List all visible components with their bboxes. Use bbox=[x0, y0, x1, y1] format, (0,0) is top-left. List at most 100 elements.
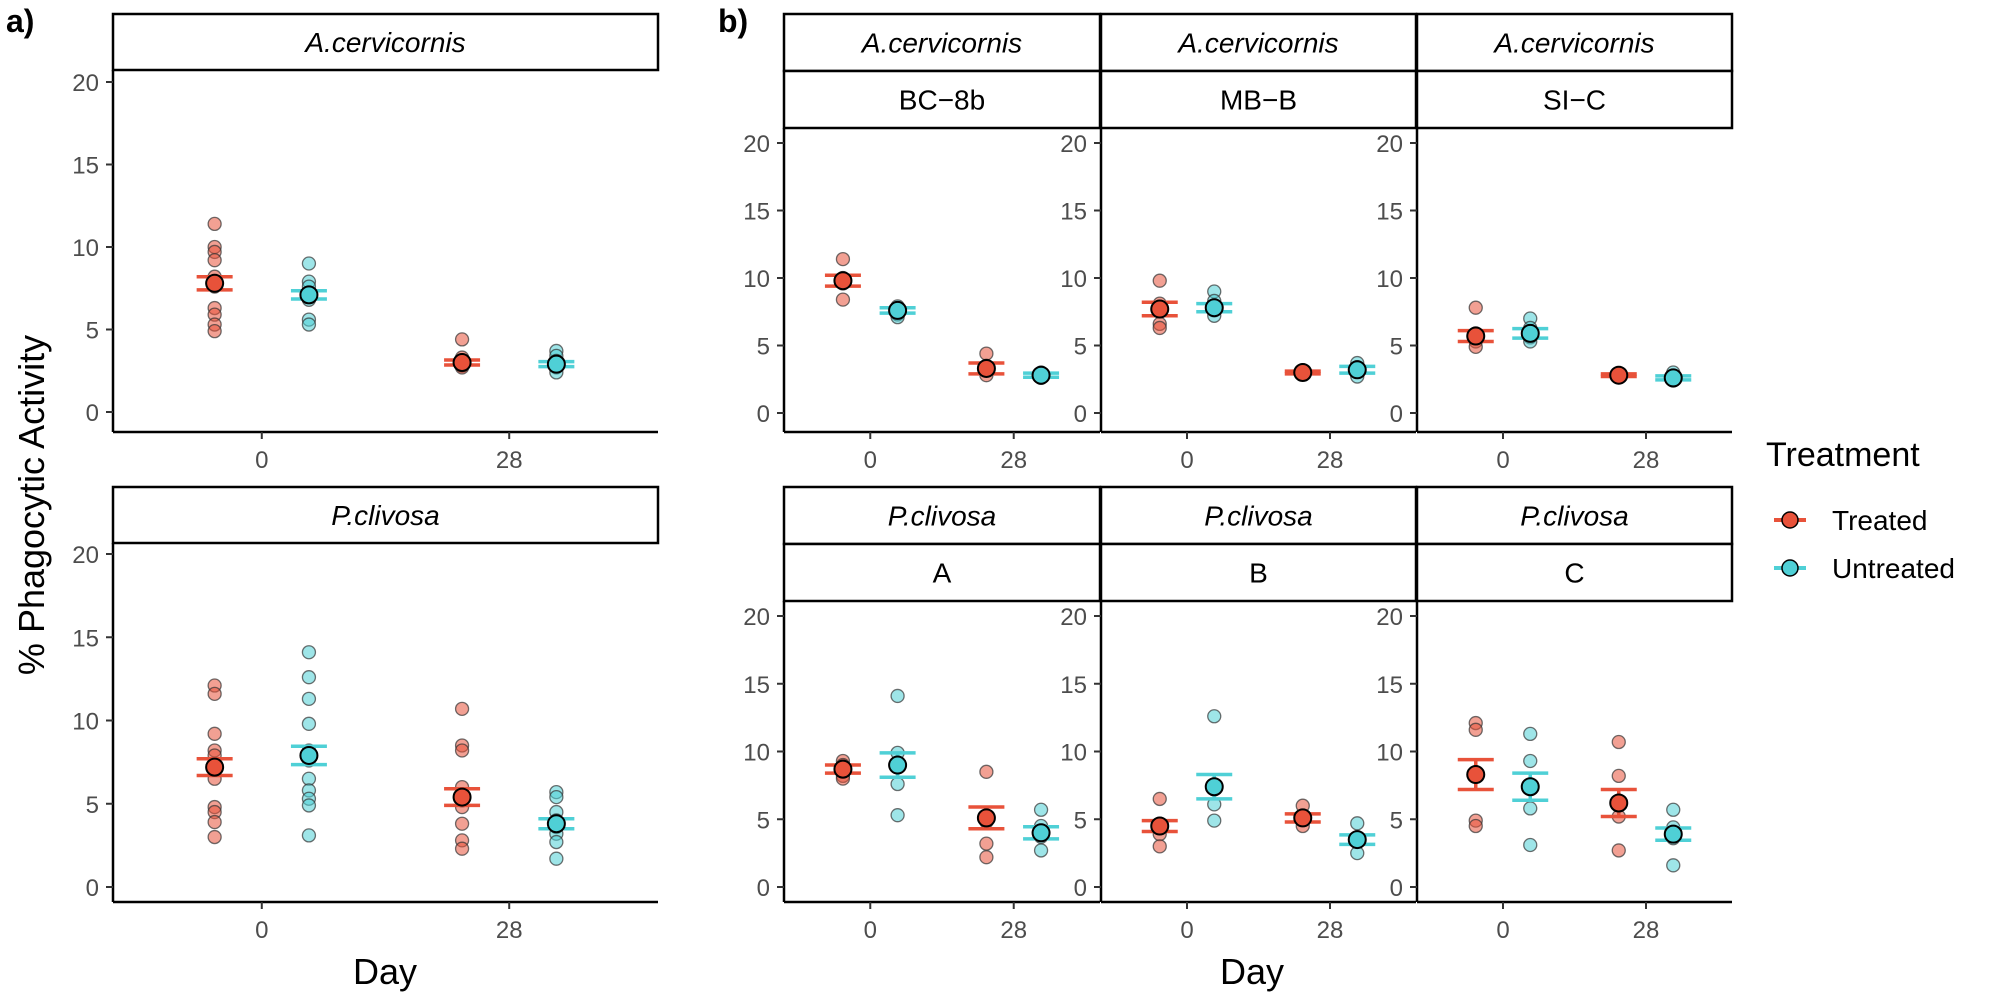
y-tick-label: 5 bbox=[1074, 807, 1087, 834]
mean-point-treated-day0 bbox=[833, 271, 853, 291]
data-point-treated-day0 bbox=[835, 251, 851, 267]
data-point-treated-day28 bbox=[454, 743, 470, 758]
facet-b-4: P.clivosa B 0 5 10 15 20 0 28 bbox=[1060, 485, 1418, 944]
strip-label: SI−C bbox=[1543, 85, 1606, 116]
y-tick-label: 15 bbox=[72, 625, 99, 652]
y-tick-label: 10 bbox=[743, 266, 770, 293]
y-tick-label: 15 bbox=[1060, 672, 1087, 699]
y-tick-label: 10 bbox=[1060, 740, 1087, 767]
legend-key-untreated-point bbox=[1781, 559, 1799, 577]
strip-label: P.clivosa bbox=[888, 501, 996, 532]
mean-point-treated-day28 bbox=[452, 787, 472, 807]
legend-label-treated: Treated bbox=[1832, 505, 1927, 536]
strip-box bbox=[111, 485, 660, 545]
y-tick-label: 0 bbox=[1390, 875, 1403, 902]
data-point-untreated-day28 bbox=[1666, 802, 1681, 817]
data-point-untreated-day0 bbox=[301, 317, 317, 332]
x-tick-label: 0 bbox=[1496, 917, 1509, 944]
y-tick-label: 20 bbox=[743, 131, 770, 158]
data-point-treated-day28 bbox=[1611, 734, 1626, 750]
data-point-untreated-day0 bbox=[890, 776, 905, 792]
strip-label: A.cervicornis bbox=[860, 28, 1022, 59]
data-point-treated-day28 bbox=[979, 850, 994, 865]
data-point-untreated-day0 bbox=[301, 828, 317, 843]
x-tick-label: 28 bbox=[496, 917, 523, 944]
mean-point-treated-day28 bbox=[1609, 365, 1629, 385]
mean-point-untreated-day0 bbox=[1520, 323, 1540, 343]
strip-label: P.clivosa bbox=[1204, 501, 1312, 532]
mean-point-untreated-day28 bbox=[1347, 830, 1367, 850]
y-tick-label: 15 bbox=[72, 153, 99, 180]
data-point-treated-day28 bbox=[454, 841, 470, 856]
y-tick-label: 15 bbox=[743, 672, 770, 699]
y-tick-label: 0 bbox=[1074, 401, 1087, 428]
data-point-treated-day0 bbox=[1152, 839, 1167, 854]
strip-label: A.cervicornis bbox=[1176, 28, 1338, 59]
x-tick-label: 0 bbox=[255, 917, 268, 944]
y-tick-label: 10 bbox=[72, 235, 99, 262]
data-point-untreated-day28 bbox=[1666, 858, 1681, 873]
mean-point-treated-day0 bbox=[1466, 326, 1486, 346]
strip-label: MB−B bbox=[1220, 85, 1297, 116]
data-point-untreated-day0 bbox=[1523, 801, 1538, 816]
y-tick-label: 10 bbox=[743, 740, 770, 767]
strip-label: BC−8b bbox=[899, 85, 985, 116]
legend: Treatment Treated Untreated bbox=[1766, 436, 1955, 584]
data-point-treated-day0 bbox=[207, 829, 222, 845]
strip-label: P.clivosa bbox=[1520, 501, 1628, 532]
mean-point-treated-day0 bbox=[205, 273, 225, 293]
y-tick-label: 0 bbox=[757, 875, 770, 902]
x-tick-label: 28 bbox=[1317, 447, 1344, 474]
mean-point-untreated-day28 bbox=[546, 814, 566, 834]
data-point-treated-day0 bbox=[1152, 273, 1167, 288]
y-tick-label: 10 bbox=[1376, 266, 1403, 293]
x-tick-label: 28 bbox=[1633, 447, 1660, 474]
data-point-untreated-day28 bbox=[549, 789, 564, 805]
y-tick-label: 10 bbox=[1060, 266, 1087, 293]
data-point-treated-day28 bbox=[979, 836, 994, 851]
data-point-untreated-day0 bbox=[301, 691, 317, 707]
y-tick-label: 15 bbox=[743, 199, 770, 226]
legend-item-treated: Treated bbox=[1774, 505, 1927, 536]
mean-point-untreated-day28 bbox=[1031, 823, 1051, 843]
data-point-untreated-day28 bbox=[549, 834, 564, 850]
strip-box bbox=[1099, 12, 1418, 73]
strip-box bbox=[782, 542, 1102, 603]
mean-point-treated-day0 bbox=[833, 759, 853, 779]
data-point-untreated-day28 bbox=[1033, 843, 1049, 858]
strip-box bbox=[1415, 542, 1734, 603]
x-tick-label: 0 bbox=[255, 447, 268, 474]
mean-point-untreated-day0 bbox=[299, 285, 319, 305]
data-point-treated-day0 bbox=[207, 814, 222, 830]
strip-box bbox=[1099, 542, 1418, 603]
legend-item-untreated: Untreated bbox=[1774, 553, 1955, 584]
data-point-untreated-day0 bbox=[301, 716, 317, 731]
strip-label: A.cervicornis bbox=[1492, 28, 1654, 59]
data-point-treated-day28 bbox=[1611, 843, 1626, 858]
mean-point-treated-day0 bbox=[1150, 816, 1170, 836]
strip-label: A.cervicornis bbox=[303, 27, 465, 58]
mean-point-untreated-day0 bbox=[299, 745, 319, 765]
x-tick-label: 0 bbox=[864, 917, 877, 944]
data-point-untreated-day28 bbox=[1350, 816, 1365, 831]
y-tick-label: 15 bbox=[1376, 672, 1403, 699]
mean-point-untreated-day0 bbox=[1520, 777, 1540, 797]
data-point-untreated-day0 bbox=[301, 256, 317, 271]
mean-point-treated-day28 bbox=[1293, 808, 1313, 828]
strip-label: P.clivosa bbox=[331, 500, 439, 531]
y-tick-label: 0 bbox=[86, 400, 99, 427]
data-point-treated-day0 bbox=[1152, 791, 1167, 807]
y-tick-label: 5 bbox=[1390, 807, 1403, 834]
data-point-untreated-day0 bbox=[890, 688, 905, 704]
data-point-untreated-day0 bbox=[301, 645, 317, 660]
y-tick-label: 10 bbox=[1376, 740, 1403, 767]
strip-box bbox=[1415, 69, 1734, 130]
y-tick-label: 20 bbox=[72, 542, 99, 569]
y-tick-label: 5 bbox=[1074, 334, 1087, 361]
data-point-treated-day28 bbox=[454, 332, 470, 347]
data-point-treated-day28 bbox=[454, 701, 470, 716]
data-point-untreated-day28 bbox=[1033, 802, 1049, 817]
mean-point-untreated-day28 bbox=[1031, 365, 1051, 385]
